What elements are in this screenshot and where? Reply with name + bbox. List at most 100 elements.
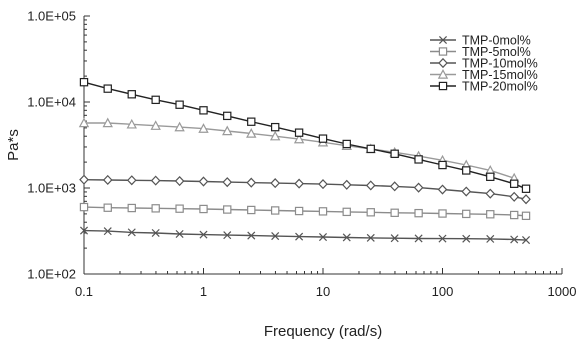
data-point <box>486 210 495 219</box>
series-4 <box>79 77 531 193</box>
x-tick-label: 0.1 <box>75 284 93 299</box>
series-line <box>83 179 527 200</box>
data-point <box>389 181 400 192</box>
data-point <box>293 133 305 144</box>
data-point <box>270 206 280 215</box>
data-point <box>342 207 351 217</box>
data-point <box>318 233 328 242</box>
data-point <box>103 203 112 212</box>
data-point <box>438 209 447 218</box>
data-point <box>462 234 471 243</box>
data-point <box>390 208 399 217</box>
legend-label: TMP-5mol% <box>462 45 531 59</box>
data-point <box>486 172 495 181</box>
data-point <box>223 111 232 121</box>
data-point <box>247 231 256 240</box>
data-point <box>510 235 519 244</box>
series-3 <box>78 117 520 183</box>
data-point <box>174 175 185 187</box>
data-point <box>318 207 328 216</box>
legend-swatch-marker <box>438 47 448 56</box>
data-point <box>222 177 233 188</box>
series-line <box>83 81 527 190</box>
data-point <box>127 228 136 237</box>
series-layer <box>78 77 531 245</box>
y-tick-label: 1.0E+02 <box>27 267 76 282</box>
data-point <box>437 184 448 195</box>
series-line <box>83 206 527 217</box>
data-point <box>127 203 136 213</box>
data-point <box>151 95 160 105</box>
legend-item: TMP-0mol% <box>430 33 531 47</box>
legend-label: TMP-15mol% <box>462 68 538 82</box>
data-point <box>521 211 531 221</box>
data-point <box>318 179 328 190</box>
data-point <box>103 84 112 93</box>
y-tick-label: 1.0E+03 <box>27 181 76 196</box>
series-0 <box>79 226 531 245</box>
data-point <box>294 178 304 189</box>
data-point <box>390 149 399 158</box>
data-point <box>150 175 161 186</box>
data-point <box>223 205 232 214</box>
data-point <box>174 121 185 132</box>
data-point <box>366 208 375 217</box>
data-point <box>414 155 423 164</box>
legend-item: TMP-10mol% <box>430 56 538 70</box>
data-point <box>247 117 256 126</box>
data-point <box>127 90 136 99</box>
legend-label: TMP-20mol% <box>462 79 538 93</box>
data-point <box>102 117 113 128</box>
legend-item: TMP-15mol% <box>430 68 538 82</box>
data-point <box>175 100 184 109</box>
data-point <box>271 232 280 241</box>
y-axis-title: Pa*s <box>5 129 22 161</box>
data-point <box>509 191 520 202</box>
axes: 1.0E+02 1.0E+03 1.0E+04 1.0E+05 0.1 1 10 100 100… <box>27 9 576 300</box>
data-point <box>79 174 89 185</box>
data-point <box>342 233 351 242</box>
data-point <box>342 139 351 149</box>
legend-swatch-marker <box>438 81 448 91</box>
data-point <box>366 144 375 154</box>
data-point <box>247 205 256 215</box>
data-point <box>318 134 328 143</box>
data-point <box>151 204 160 213</box>
data-point <box>438 234 447 243</box>
data-point <box>270 178 281 189</box>
series-1 <box>79 202 531 221</box>
data-point <box>126 175 137 186</box>
legend-item: TMP-20mol% <box>430 79 538 93</box>
data-point <box>522 236 531 245</box>
x-tick-label: 100 <box>432 284 454 299</box>
legend: TMP-0mol%TMP-5mol%TMP-10mol%TMP-15mol%TM… <box>430 33 538 93</box>
data-point <box>462 209 471 219</box>
data-point <box>175 229 184 239</box>
data-point <box>438 160 447 170</box>
data-point <box>150 120 161 130</box>
data-point <box>103 227 112 236</box>
data-point <box>390 234 399 243</box>
data-point <box>269 130 281 141</box>
legend-swatch-marker <box>437 69 449 79</box>
legend-swatch-marker <box>438 35 448 45</box>
legend-swatch-marker <box>438 57 448 69</box>
data-point <box>199 204 208 214</box>
data-point <box>270 122 280 132</box>
data-point <box>199 230 208 239</box>
data-point <box>294 206 304 216</box>
y-tick-label: 1.0E+04 <box>27 95 76 110</box>
legend-item: TMP-5mol% <box>430 45 531 59</box>
data-point <box>79 226 89 235</box>
data-point <box>126 118 137 129</box>
data-point <box>485 188 496 199</box>
data-point <box>294 128 304 137</box>
data-point <box>365 180 376 191</box>
data-point <box>246 177 257 188</box>
data-point <box>509 210 519 220</box>
data-point <box>246 128 257 138</box>
data-point <box>198 123 209 133</box>
data-point <box>366 233 375 242</box>
